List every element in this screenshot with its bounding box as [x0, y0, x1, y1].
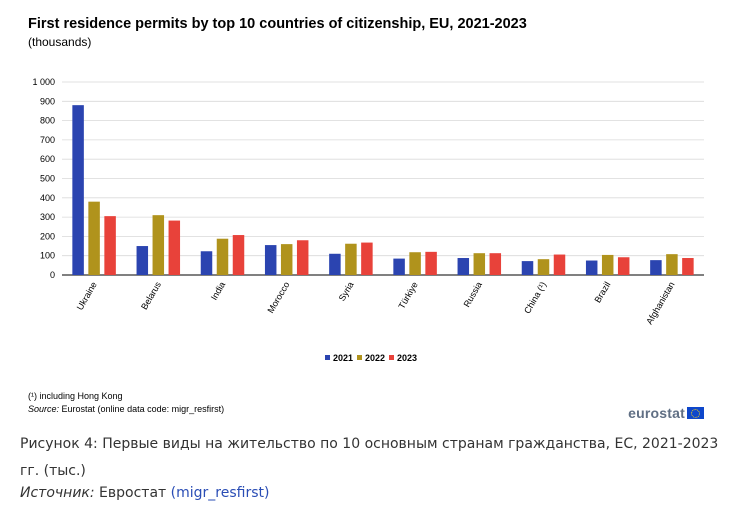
bar: [650, 260, 662, 275]
eurostat-logo: eurostat: [628, 405, 704, 421]
legend-swatch: [324, 355, 330, 360]
bar: [521, 261, 534, 275]
chart-footnote: (¹) including Hong Kong: [28, 391, 123, 401]
chart-title: First residence permits by top 10 countr…: [28, 16, 527, 32]
y-tick-label: 300: [40, 212, 55, 222]
bar: [457, 258, 470, 275]
bar: [296, 240, 309, 275]
legend-item: 2021: [324, 353, 353, 363]
bar: [489, 253, 502, 275]
bar: [280, 244, 293, 275]
bar: [152, 215, 165, 275]
x-tick-label: Morocco: [266, 280, 292, 315]
y-tick-label: 900: [40, 96, 55, 106]
bar: [473, 253, 486, 275]
legend-swatch: [356, 355, 362, 360]
x-tick-label: Brazil: [593, 280, 613, 304]
bar-chart: 0 100 200 300 400 500 600 700 800 900 1 000 Ukraine…: [32, 77, 704, 326]
y-tick-label: 700: [40, 135, 55, 145]
bar: [168, 220, 181, 275]
x-tick-label: Türkiye: [396, 280, 419, 311]
y-tick-label: 600: [40, 154, 55, 164]
bar: [666, 254, 678, 275]
bar: [601, 254, 614, 275]
y-tick-label: 100: [40, 251, 55, 261]
bar: [136, 246, 149, 275]
bar: [425, 251, 437, 275]
y-tick-label: 500: [40, 174, 55, 184]
bar: [264, 245, 277, 275]
bar: [200, 251, 213, 275]
source-text: Eurostat (online data code: migr_resfirs…: [59, 404, 225, 414]
bar: [553, 254, 566, 275]
chart-legend: 2021 2022 2023: [12, 353, 730, 363]
legend-item: 2023: [389, 353, 417, 363]
y-tick-label: 200: [40, 231, 55, 241]
x-tick-label: Belarus: [139, 280, 163, 312]
chart-subtitle: (thousands): [28, 35, 92, 49]
bar: [409, 252, 421, 275]
legend-label: 2021: [332, 353, 353, 363]
caption-source-text: Евростат: [94, 485, 171, 501]
caption-source: Источник: Евростат (migr_resfirst): [20, 485, 269, 501]
bar: [393, 258, 405, 275]
bar: [617, 257, 630, 275]
bar: [72, 105, 84, 275]
x-tick-label: China (¹): [522, 280, 548, 315]
chart-source: Source: Eurostat (online data code: migr…: [28, 404, 224, 414]
legend-item: 2022: [356, 353, 386, 363]
x-tick-label: Russia: [462, 280, 484, 309]
y-tick-label: 400: [40, 193, 55, 203]
y-tick-label: 1 000: [32, 77, 55, 87]
legend-label: 2022: [364, 353, 386, 363]
y-tick-label: 800: [40, 116, 55, 126]
bar: [232, 235, 245, 275]
bar: [537, 259, 550, 275]
bar: [104, 216, 116, 275]
bar: [585, 260, 598, 275]
bar: [345, 243, 357, 275]
x-tick-label: Ukraine: [75, 280, 99, 312]
bar: [361, 242, 373, 275]
logo-text: eurostat: [628, 405, 685, 421]
legend-swatch: [389, 355, 395, 360]
bar: [329, 253, 341, 275]
chart-panel: First residence permits by top 10 countr…: [12, 8, 730, 426]
x-tick-label: Afghanistan: [644, 280, 676, 326]
source-label: Source:: [28, 404, 60, 414]
caption-source-label: Источник:: [20, 485, 95, 501]
legend-label: 2023: [397, 353, 418, 363]
bar: [216, 238, 229, 275]
x-tick-label: Syria: [337, 280, 356, 303]
figure-caption: Рисунок 4: Первые виды на жительство по …: [20, 436, 719, 479]
y-tick-label: 0: [50, 270, 55, 280]
caption-source-link[interactable]: (migr_resfirst): [170, 485, 270, 501]
bar: [88, 201, 100, 275]
bar: [682, 258, 694, 275]
eu-flag-icon: [687, 407, 704, 419]
x-tick-label: India: [209, 280, 227, 302]
